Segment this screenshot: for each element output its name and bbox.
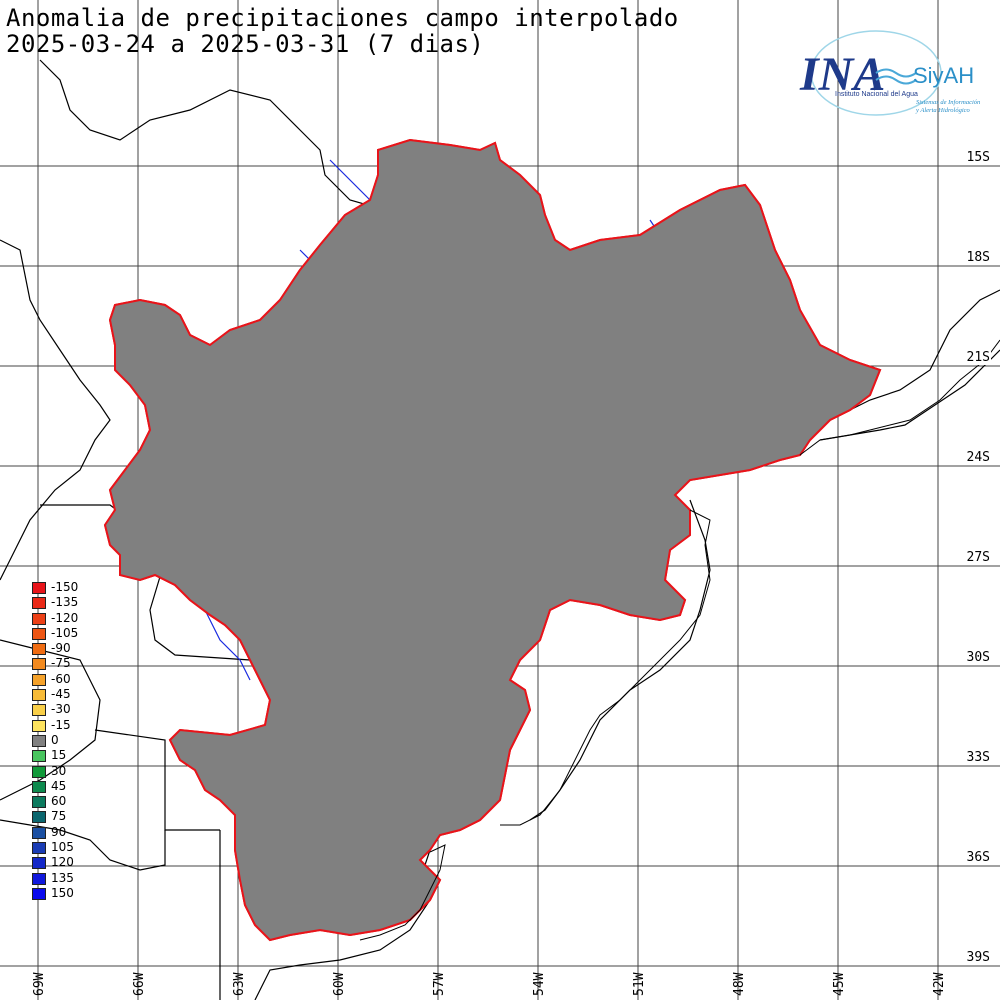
legend-swatch xyxy=(32,689,46,702)
legend-label: 45 xyxy=(51,778,67,793)
logo-brand: INA xyxy=(799,48,885,101)
coastline xyxy=(359,339,1000,941)
legend-label: 30 xyxy=(51,763,67,778)
legend-swatch xyxy=(32,643,46,656)
latitude-label: 27S xyxy=(965,550,991,565)
longitude-label: 45W xyxy=(832,972,847,996)
legend-swatch xyxy=(32,673,46,686)
legend-label: -15 xyxy=(51,717,71,732)
longitude-label: 42W xyxy=(932,972,947,996)
legend-swatch xyxy=(32,857,46,870)
legend-label: 150 xyxy=(51,885,74,900)
legend-label: 90 xyxy=(51,824,67,839)
legend-swatch xyxy=(32,750,46,763)
legend-swatch xyxy=(32,887,46,900)
legend-label: -75 xyxy=(51,656,71,671)
legend-label: -105 xyxy=(51,625,79,640)
map-date-range: 2025-03-24 a 2025-03-31 (7 dias) xyxy=(6,30,485,58)
legend-label: 105 xyxy=(51,840,74,855)
legend-swatch xyxy=(32,765,46,778)
longitude-label: 63W xyxy=(232,972,247,996)
legend-label: 15 xyxy=(51,748,67,763)
logo-tagline-2: y Alerta Hidrológico xyxy=(915,107,971,114)
longitude-label: 60W xyxy=(332,972,347,996)
longitude-label: 48W xyxy=(732,972,747,996)
logo-product: SiyAH xyxy=(913,63,974,88)
legend-swatch xyxy=(32,658,46,671)
logo-tagline-1: Sistemas de Información xyxy=(916,99,980,106)
legend-label: -30 xyxy=(51,702,71,717)
legend-swatch xyxy=(32,719,46,732)
latitude-label: 36S xyxy=(965,850,991,865)
legend-swatch xyxy=(32,704,46,717)
legend-swatch xyxy=(32,811,46,824)
logo-org: Instituto Nacional del Agua xyxy=(835,91,918,98)
latitude-label: 30S xyxy=(965,650,991,665)
latitude-label: 15S xyxy=(965,150,991,165)
longitude-label: 51W xyxy=(632,972,647,996)
legend-label: 120 xyxy=(51,855,74,870)
legend-swatch xyxy=(32,597,46,610)
latitude-label: 24S xyxy=(965,450,991,465)
map-title: Anomalia de precipitaciones campo interp… xyxy=(6,4,679,32)
latitude-label: 21S xyxy=(965,350,991,365)
legend-swatch xyxy=(32,612,46,625)
legend-label: -120 xyxy=(51,610,79,625)
latitude-label: 33S xyxy=(965,750,991,765)
longitude-label: 66W xyxy=(132,972,147,996)
legend-swatch xyxy=(32,872,46,885)
longitude-label: 54W xyxy=(532,972,547,996)
ina-siyah-logo: INA SiyAH Instituto Nacional del Agua Si… xyxy=(798,28,998,128)
legend-label: 75 xyxy=(51,809,67,824)
legend-label: 0 xyxy=(51,732,59,747)
logo-graphic: INA SiyAH Instituto Nacional del Agua Si… xyxy=(799,30,980,116)
longitude-label: 57W xyxy=(432,972,447,996)
latitude-label: 18S xyxy=(965,250,991,265)
legend-swatch xyxy=(32,796,46,809)
legend-swatch xyxy=(32,826,46,839)
longitude-label: 69W xyxy=(32,972,47,996)
legend-label: -60 xyxy=(51,671,71,686)
legend-label: -150 xyxy=(51,580,79,594)
latitude-label: 39S xyxy=(965,950,991,965)
legend-swatch xyxy=(32,734,46,747)
legend-label: -90 xyxy=(51,641,71,656)
legend-swatch xyxy=(32,780,46,793)
legend-swatch xyxy=(32,582,46,594)
legend-label: 135 xyxy=(51,870,74,885)
legend-swatch xyxy=(32,627,46,640)
legend-label: -45 xyxy=(51,687,71,702)
legend-swatch xyxy=(32,842,46,855)
legend-label: 60 xyxy=(51,794,67,809)
legend-label: -135 xyxy=(51,595,79,610)
